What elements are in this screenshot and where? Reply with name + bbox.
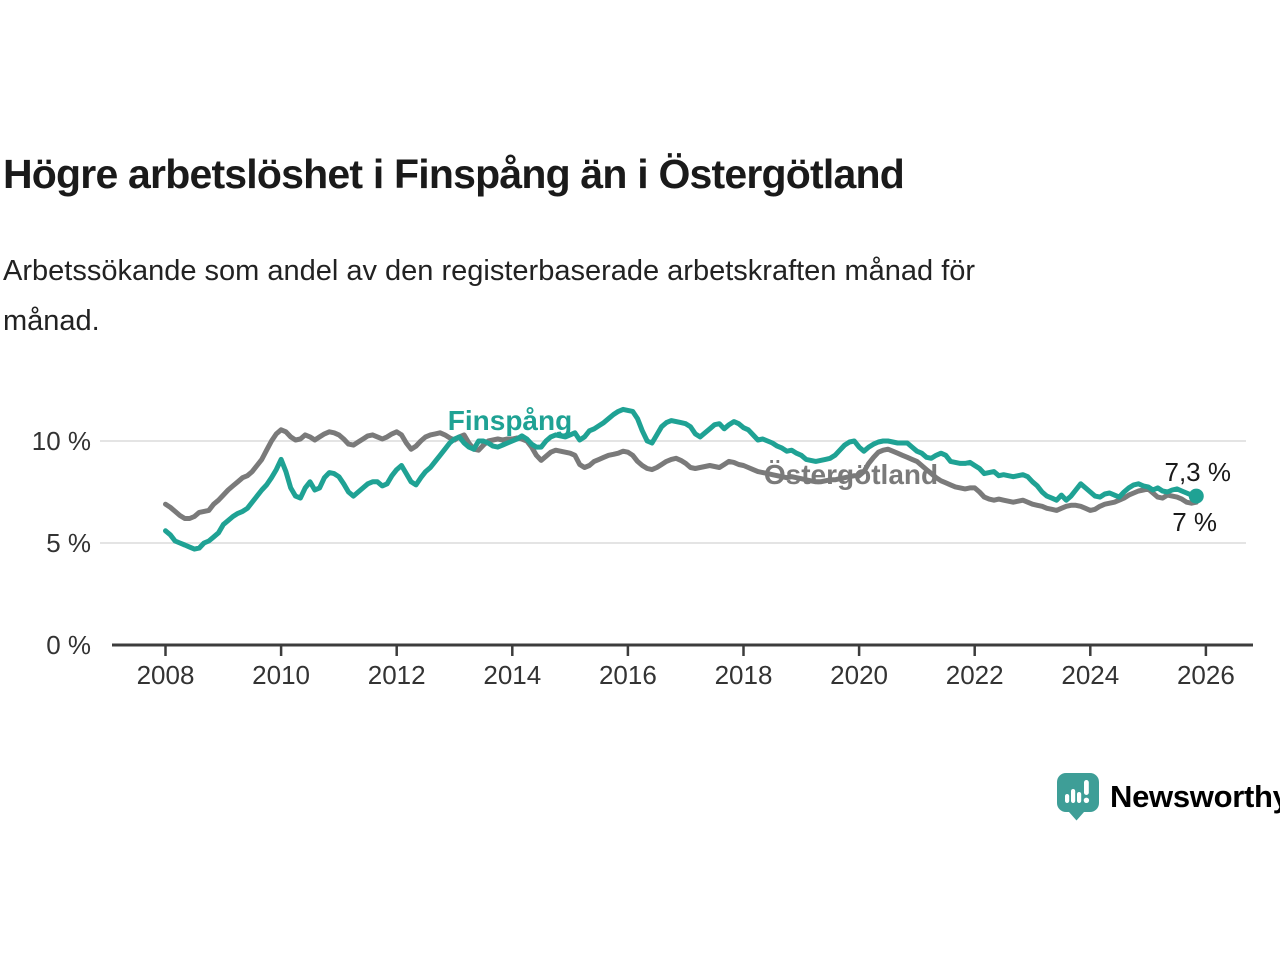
newsworthy-wordmark: Newsworthy: [1110, 778, 1280, 814]
y-tick-label-5: 5 %: [46, 528, 91, 558]
finspang-end-dot: [1188, 488, 1204, 504]
exclamation-dot: [1083, 797, 1090, 803]
bar-2: [1071, 789, 1076, 803]
x-tick-label-2012: 2012: [368, 660, 426, 690]
x-tick-label-2018: 2018: [715, 660, 773, 690]
chart-subtitle-line-2: månad.: [3, 305, 100, 337]
bar-1: [1065, 794, 1070, 803]
ostergotland-series-label: Östergötland: [764, 459, 938, 490]
y-tick-label-0: 0 %: [46, 630, 91, 660]
bar-3: [1077, 792, 1082, 803]
y-tick-label-10: 10 %: [32, 426, 91, 456]
finspang-series-label: Finspång: [448, 405, 572, 436]
exclamation-bar: [1084, 780, 1089, 795]
x-tick-label-2014: 2014: [483, 660, 541, 690]
chart-subtitle: Arbetssökande som andel av den registerb…: [3, 246, 1223, 346]
chart-title: Högre arbetslöshet i Finspång än i Öster…: [3, 151, 905, 197]
x-tick-label-2022: 2022: [946, 660, 1004, 690]
x-tick-label-2008: 2008: [137, 660, 195, 690]
finspang-end-value-label: 7,3 %: [1165, 457, 1232, 487]
x-tick-label-2026: 2026: [1177, 660, 1235, 690]
ostergotland-end-value-label: 7 %: [1172, 507, 1217, 537]
x-tick-label-2016: 2016: [599, 660, 657, 690]
x-tick-label-2020: 2020: [830, 660, 888, 690]
x-tick-label-2010: 2010: [252, 660, 310, 690]
chart-subtitle-line-1: Arbetssökande som andel av den registerb…: [3, 255, 976, 287]
newsworthy-logo: Newsworthy: [1056, 772, 1280, 821]
finspang-line: [163, 406, 1199, 552]
ostergotland-line: [163, 427, 1199, 521]
x-tick-label-2024: 2024: [1061, 660, 1119, 690]
newsworthy-bubble-chart-icon: [1057, 773, 1099, 821]
